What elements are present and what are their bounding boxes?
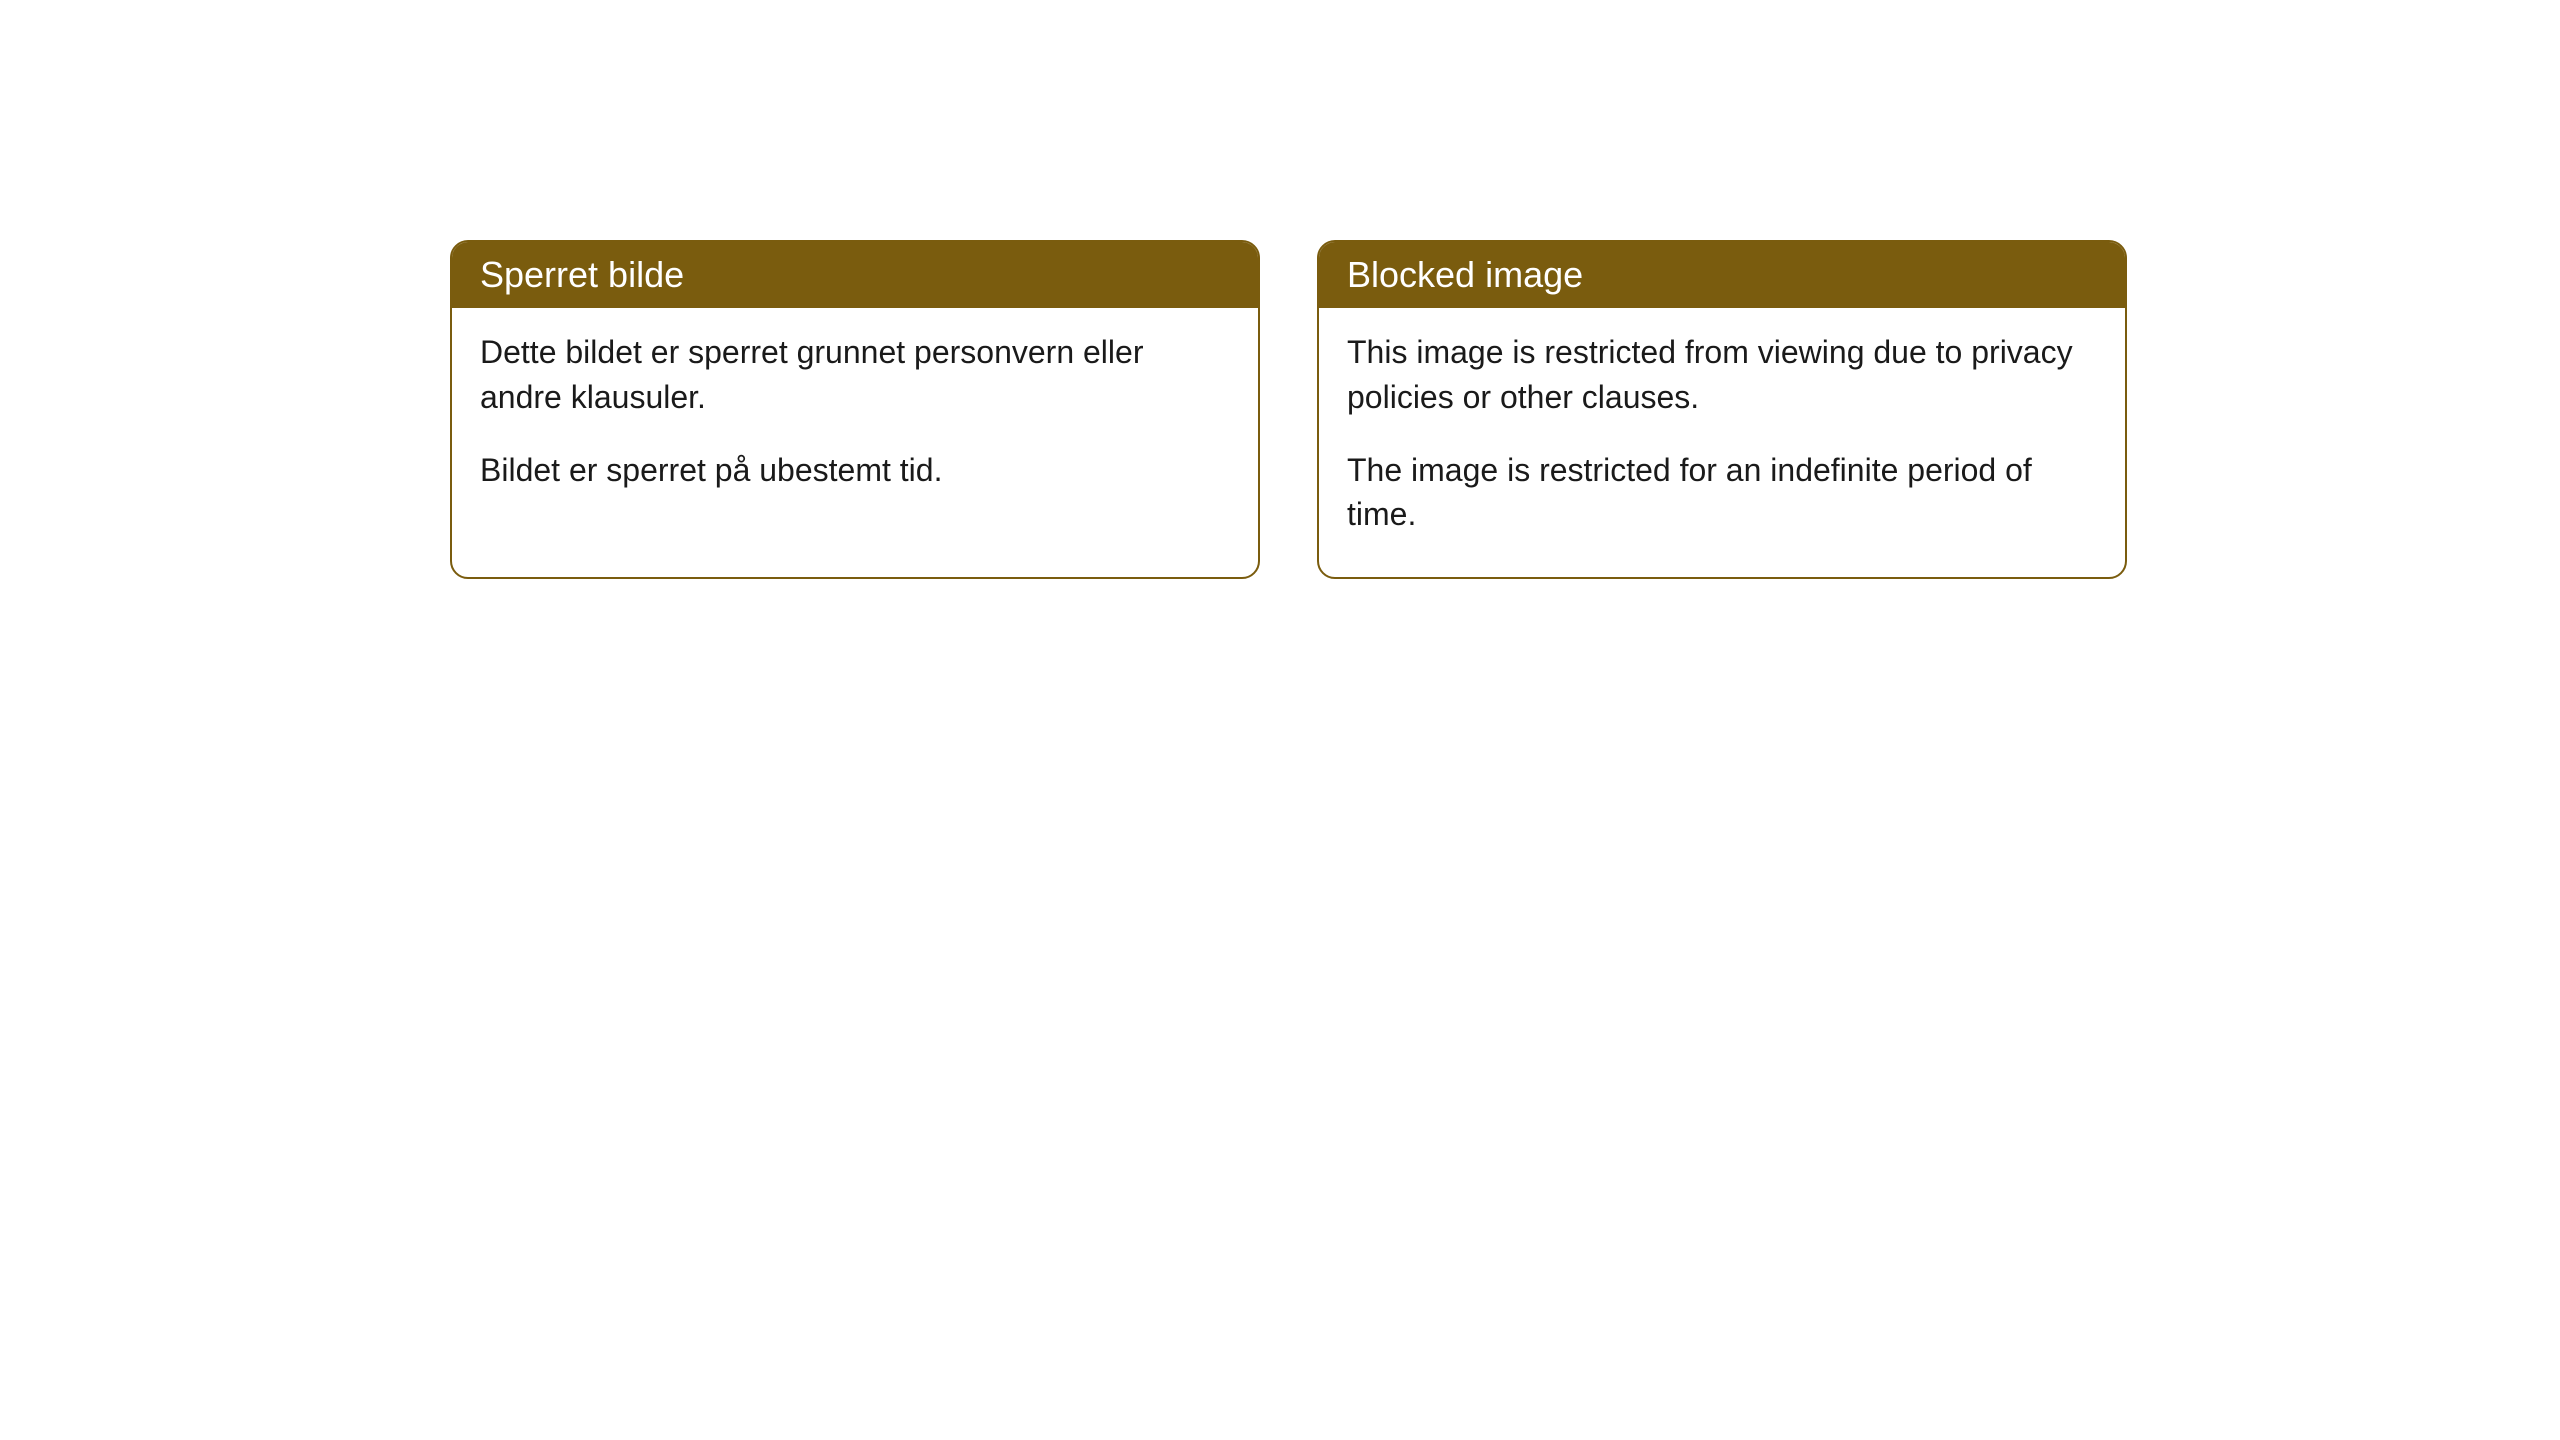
notice-box-english: Blocked image This image is restricted f…	[1317, 240, 2127, 579]
notice-paragraph: The image is restricted for an indefinit…	[1347, 448, 2097, 538]
notices-container: Sperret bilde Dette bildet er sperret gr…	[450, 240, 2127, 579]
notice-header: Blocked image	[1319, 242, 2125, 308]
notice-paragraph: This image is restricted from viewing du…	[1347, 330, 2097, 420]
notice-box-norwegian: Sperret bilde Dette bildet er sperret gr…	[450, 240, 1260, 579]
notice-body: Dette bildet er sperret grunnet personve…	[452, 308, 1258, 532]
notice-paragraph: Dette bildet er sperret grunnet personve…	[480, 330, 1230, 420]
notice-paragraph: Bildet er sperret på ubestemt tid.	[480, 448, 1230, 493]
notice-body: This image is restricted from viewing du…	[1319, 308, 2125, 577]
notice-header: Sperret bilde	[452, 242, 1258, 308]
